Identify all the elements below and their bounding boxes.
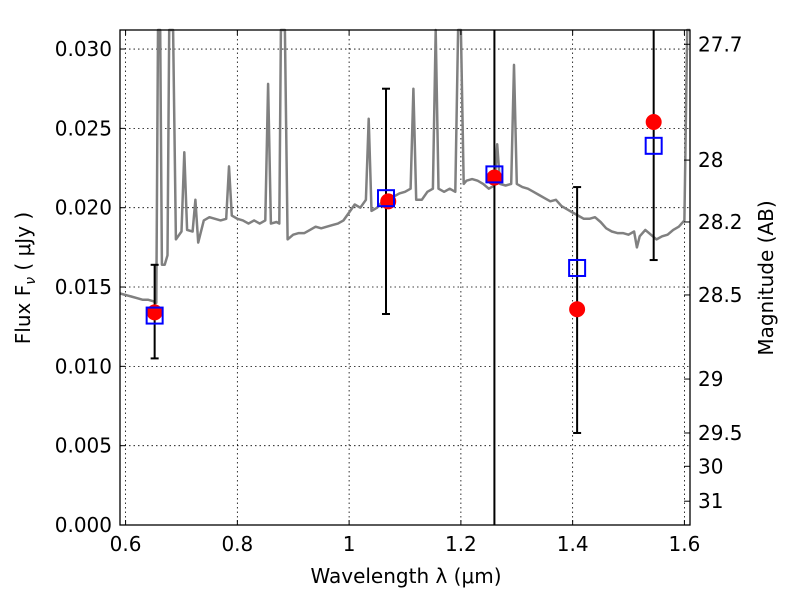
y2-tick-label: 29	[698, 367, 723, 391]
x-tick-label: 1.2	[445, 532, 477, 556]
y-axis-title-main: Flux F	[11, 285, 35, 344]
y-tick-label: 0.005	[55, 434, 112, 458]
y2-tick-label: 29.5	[698, 421, 743, 445]
y-axis: 0.000 0.005 0.010 0.015 0.020 0.025 0.030	[55, 37, 125, 537]
spectrum-path	[119, 28, 690, 305]
y-axis-title-sub: ν	[23, 277, 39, 285]
x-tick-label: 1.6	[669, 532, 701, 556]
y2-axis: 27.7 28 28.2 28.5 29 29.5 30 31	[684, 32, 743, 513]
y-tick-label: 0.015	[55, 275, 112, 299]
model-point	[569, 301, 586, 318]
y2-axis-title: Magnitude (AB)	[754, 200, 778, 355]
model-point	[645, 114, 662, 131]
y-tick-label: 0.020	[55, 196, 112, 220]
x-tick-label: 1.4	[557, 532, 589, 556]
y-tick-label: 0.000	[55, 513, 112, 537]
observed-point	[644, 136, 663, 155]
y2-tick-label: 28.5	[698, 283, 743, 307]
y2-tick-label: 30	[698, 454, 723, 478]
y2-tick-label: 28	[698, 148, 723, 172]
y-tick-label: 0.030	[55, 37, 112, 61]
observed-point	[485, 165, 504, 184]
grid	[120, 30, 690, 526]
x-tick-label: 0.8	[221, 532, 253, 556]
data-points	[145, 30, 663, 525]
observed-point	[568, 258, 587, 277]
x-axis-title: Wavelength λ (μm)	[310, 564, 501, 588]
y-axis-title: Flux Fν ( μJy )	[11, 212, 39, 344]
y2-tick-label: 31	[698, 489, 723, 513]
observed-point	[377, 189, 395, 208]
y2-tick-label: 27.7	[698, 32, 743, 56]
x-tick-label: 0.6	[110, 532, 142, 556]
y-axis-title-unit: ( μJy )	[11, 212, 35, 277]
y-tick-label: 0.025	[55, 116, 112, 140]
plot-frame	[119, 29, 691, 526]
y2-tick-label: 28.2	[698, 210, 743, 234]
observed-point	[145, 306, 164, 325]
spectrum-line	[119, 28, 690, 305]
x-tick-label: 1	[343, 532, 356, 556]
y-tick-label: 0.010	[55, 354, 112, 378]
model-point	[380, 193, 397, 210]
x-axis: 0.6 0.8 1 1.2 1.4 1.6	[110, 30, 701, 556]
